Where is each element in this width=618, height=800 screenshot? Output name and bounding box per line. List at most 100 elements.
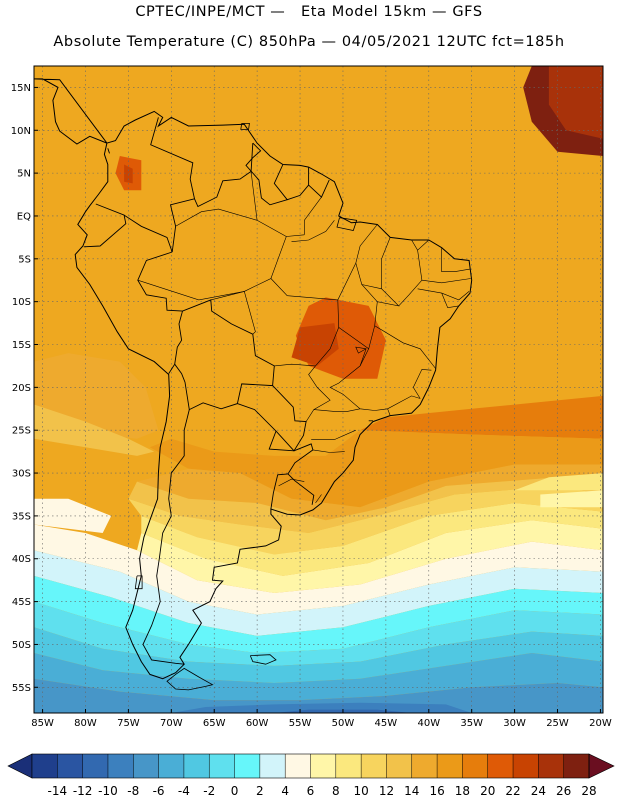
temperature-zone [34, 653, 603, 701]
lon-tick-label: 85W [31, 718, 54, 729]
colorbar-label: -12 [73, 784, 93, 798]
state-border [361, 284, 400, 307]
map-grid [34, 66, 603, 713]
temperature-zone [171, 702, 472, 713]
colorbar-label: -4 [178, 784, 190, 798]
colorbar-label: 2 [256, 784, 264, 798]
lon-tick-label: 60W [246, 718, 269, 729]
coastline [34, 78, 473, 680]
state-border [338, 263, 378, 350]
state-border [305, 299, 340, 422]
latitude-axis: 15N 10N 5N EQ 5S 10S 15S 20S 25S 30S 35S 40S 45S 50S 5… [11, 83, 38, 694]
state-border [417, 288, 470, 301]
lat-tick-label: 10N [11, 126, 31, 137]
colorbar-swatch [133, 754, 159, 778]
state-border [137, 234, 305, 301]
map-title: CPTEC/INPE/MCT — Eta Model 15km — GFS [135, 4, 483, 20]
lat-tick-label: 30S [12, 469, 31, 480]
colorbar-swatch [411, 754, 438, 778]
temperature-zone [34, 627, 603, 683]
lon-tick-label: 55W [289, 718, 312, 729]
river-line [291, 220, 335, 242]
country-border [245, 142, 288, 206]
island-outline [336, 217, 358, 231]
lat-tick-label: 10S [12, 297, 31, 308]
colorbar-swatch [487, 754, 514, 778]
colorbar-label: 22 [505, 784, 520, 798]
country-border [83, 203, 127, 248]
map-subtitle: Absolute Temperature (C) 850hPa — 04/05/… [53, 34, 565, 50]
temperature-zone [34, 550, 603, 636]
colorbar-label: 6 [307, 784, 315, 798]
temperature-zone [34, 678, 603, 713]
country-border [275, 430, 314, 475]
country-border [137, 251, 184, 374]
lon-tick-label: 20W [589, 718, 612, 729]
map-frame [33, 65, 604, 714]
state-border [374, 325, 436, 369]
river-line [315, 494, 322, 504]
colorbar-label: -10 [98, 784, 118, 798]
lon-tick-label: 25W [546, 718, 569, 729]
island-outline [166, 667, 214, 691]
country-border [237, 385, 307, 452]
state-border [387, 408, 391, 416]
lat-tick-label: 40S [12, 554, 31, 565]
colorbar-swatch [285, 754, 311, 778]
colorbar-swatch [538, 754, 564, 778]
temperature-zone [34, 575, 603, 653]
lat-tick-label: 15N [11, 83, 31, 94]
state-border [441, 247, 471, 273]
colorbar-swatch [82, 754, 109, 778]
plot-area [34, 66, 603, 713]
colorbar-swatch [437, 754, 463, 778]
longitude-axis: 85W 80W 75W 70W 65W 60W 55W 50W 45W 40W 35W 30W 25W 2… [31, 709, 612, 729]
state-border [175, 208, 287, 237]
lon-tick-label: 30W [503, 718, 526, 729]
colorbar-swatch [462, 754, 489, 778]
state-border [311, 429, 356, 440]
colorbar: -14 -12 -10 -8 -6 -4 -2 0 2 4 6 8 10 12 14 16 18 20 22 24 26… [7, 753, 615, 798]
lon-tick-label: 65W [203, 718, 226, 729]
colorbar-label: 10 [353, 784, 368, 798]
colorbar-swatch [107, 754, 134, 778]
colorbar-swatch [310, 754, 337, 778]
island-outline [249, 654, 277, 665]
colorbar-label: 8 [332, 784, 340, 798]
temperature-zone [548, 66, 603, 139]
geography-lines [34, 78, 473, 691]
state-border [313, 408, 361, 412]
lat-tick-label: 5N [17, 169, 31, 180]
colorbar-label: -2 [203, 784, 215, 798]
colorbar-swatch [335, 754, 362, 778]
colorbar-label: 26 [556, 784, 571, 798]
colorbar-swatch [234, 754, 261, 778]
temperature-zone [291, 323, 339, 366]
temperature-zone [514, 473, 603, 491]
temperature-zone [124, 164, 133, 184]
colorbar-swatch [513, 754, 539, 778]
temperature-zone [34, 404, 155, 456]
temperature-zone [137, 464, 603, 521]
country-border [287, 473, 315, 505]
country-border [150, 117, 196, 253]
temperature-zone [128, 477, 603, 533]
lat-tick-label: 15S [12, 340, 31, 351]
temperature-zone [34, 601, 603, 666]
island-outline [134, 575, 143, 590]
lat-tick-label: 55S [12, 683, 31, 694]
temperature-zone [34, 524, 603, 615]
temperature-zone [360, 395, 603, 439]
lon-tick-label: 70W [160, 718, 183, 729]
colorbar-swatch [361, 754, 387, 778]
lat-tick-label: 50S [12, 640, 31, 651]
state-border [355, 346, 367, 366]
colorbar-under-arrow [7, 753, 33, 779]
temperature-zone [141, 503, 603, 576]
colorbar-label: 20 [480, 784, 495, 798]
country-border [174, 299, 275, 411]
colorbar-label: 0 [231, 784, 239, 798]
colorbar-swatch [32, 754, 58, 778]
lat-tick-label: 5S [18, 254, 31, 265]
